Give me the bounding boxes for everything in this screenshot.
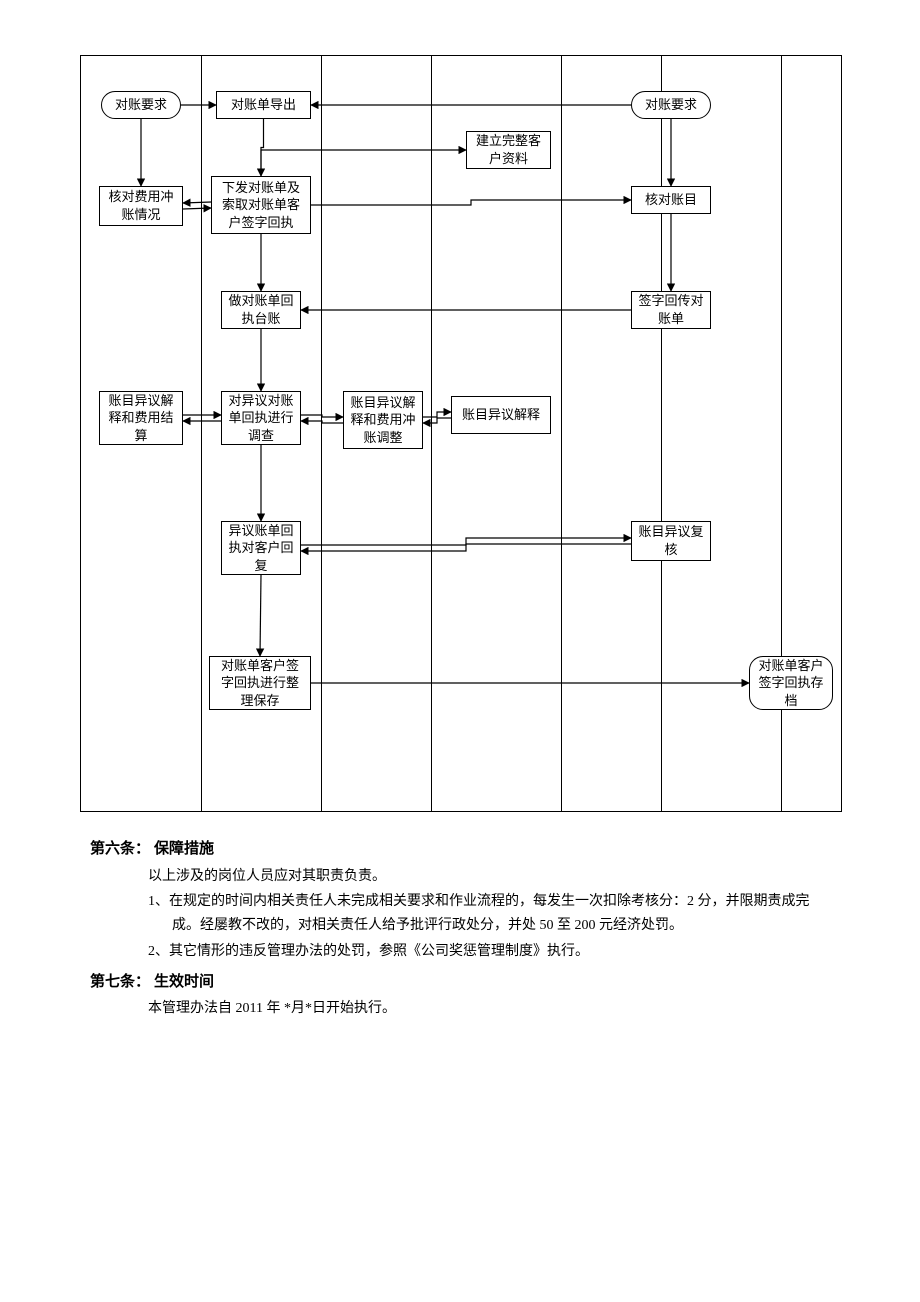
flowchart-node-n7: 核对账目 [631,186,711,214]
section-6-item-2: 2、其它情形的违反管理办法的处罚，参照《公司奖惩管理制度》执行。 [148,940,830,964]
lane-divider [321,56,322,811]
flowchart-node-n9: 签字回传对账单 [631,291,711,329]
lane-divider [431,56,432,811]
flowchart-node-n1: 对账要求 [101,91,181,119]
section-7-paragraph: 本管理办法自 2011 年 *月*日开始执行。 [148,997,830,1021]
flowchart-node-n6: 下发对账单及索取对账单客户签字回执 [211,176,311,234]
flowchart-node-n3: 建立完整客户资料 [466,131,551,169]
flowchart-node-n5: 核对费用冲账情况 [99,186,183,226]
section-6-heading: 保障措施 [154,837,214,863]
flowchart-node-n11: 对异议对账单回执进行调查 [221,391,301,445]
flowchart-node-n14: 异议账单回执对客户回复 [221,521,301,575]
section-6-paragraph: 以上涉及的岗位人员应对其职责负责。 [148,865,830,889]
section-7-heading: 生效时间 [154,970,214,996]
flowchart-node-n13: 账目异议解释 [451,396,551,434]
section-7-label: 第七条： [90,970,150,996]
section-7-title: 第七条：生效时间 [90,970,830,996]
lane-divider [201,56,202,811]
section-6-label: 第六条： [90,837,150,863]
section-6-title: 第六条：保障措施 [90,837,830,863]
flowchart-node-n16: 对账单客户签字回执进行整理保存 [209,656,311,710]
section-6-item-1: 1、在规定的时间内相关责任人未完成相关要求和作业流程的，每发生一次扣除考核分：2… [148,890,830,938]
document-text: 第六条：保障措施 以上涉及的岗位人员应对其职责负责。 1、在规定的时间内相关责任… [90,837,830,1021]
flowchart-node-n12: 账目异议解释和费用冲账调整 [343,391,423,449]
lane-divider [661,56,662,811]
flowchart-node-n8: 做对账单回执台账 [221,291,301,329]
flowchart-container: 对账要求 对账单导出建立完整客户资料 对账要求核对费用冲账情况下发对账单及索取对账单… [80,55,842,812]
flowchart-node-n4: 对账要求 [631,91,711,119]
flowchart-node-n2: 对账单导出 [216,91,311,119]
flowchart-node-n17: 对账单客户签字回执存档 [749,656,833,710]
flowchart-node-n10: 账目异议解释和费用结算 [99,391,183,445]
lane-divider [561,56,562,811]
flowchart-node-n15: 账目异议复核 [631,521,711,561]
